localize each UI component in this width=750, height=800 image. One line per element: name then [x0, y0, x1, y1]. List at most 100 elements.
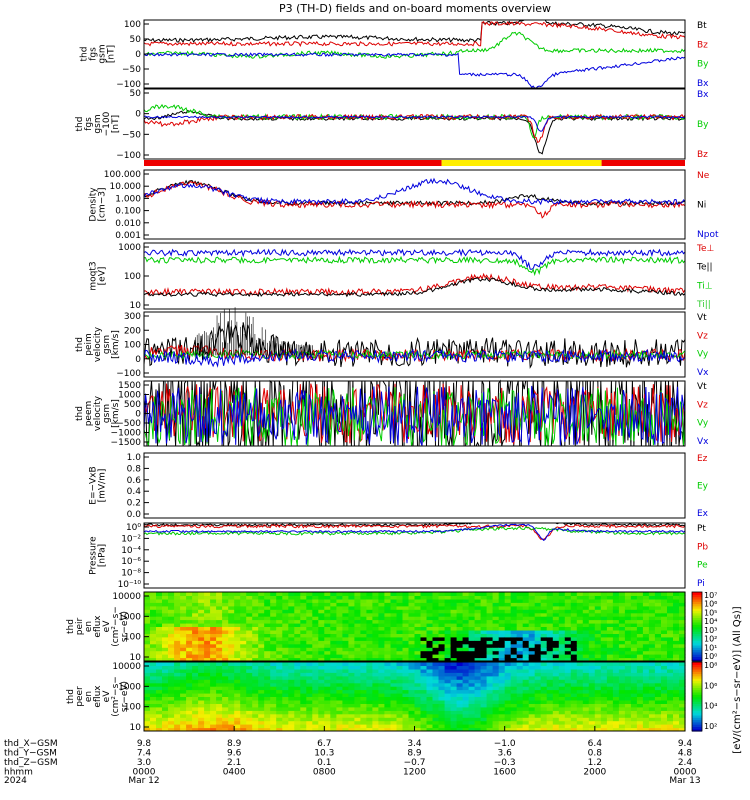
- heatmap-cell: [396, 636, 404, 641]
- heatmap-cell: [498, 626, 506, 631]
- heatmap-cell: [444, 633, 452, 638]
- heatmap-cell: [492, 703, 500, 708]
- heatmap-cell: [516, 592, 524, 596]
- heatmap-cell: [330, 668, 337, 673]
- heatmap-cell: [144, 662, 151, 666]
- legend-entry-bt: Bt: [697, 21, 707, 31]
- heatmap-cell: [679, 612, 686, 617]
- heatmap-cell: [420, 612, 428, 617]
- heatmap-cell: [366, 619, 373, 624]
- heatmap-cell: [510, 717, 518, 722]
- heatmap-cell: [162, 682, 169, 687]
- heatmap-cell: [630, 633, 638, 638]
- heatmap-cell: [444, 592, 452, 596]
- heatmap-cell: [216, 657, 223, 662]
- heatmap-cell: [312, 595, 319, 600]
- heatmap-cell: [288, 720, 295, 725]
- heatmap-cell: [366, 665, 373, 670]
- heatmap-cell: [679, 672, 686, 677]
- heatmap-cell: [576, 665, 584, 670]
- heatmap-cell: [150, 626, 157, 631]
- heatmap-cell: [546, 682, 554, 687]
- heatmap-cell: [636, 643, 644, 648]
- heatmap-cell: [402, 630, 410, 634]
- heatmap-cell: [270, 696, 277, 701]
- heatmap-cell: [462, 595, 470, 600]
- heatmap-cell: [240, 703, 247, 708]
- heatmap-cell: [342, 665, 349, 670]
- heatmap-cell: [468, 682, 476, 687]
- heatmap-cell: [258, 650, 265, 655]
- heatmap-cell: [186, 623, 193, 627]
- heatmap-cell: [594, 647, 602, 652]
- heatmap-cell: [540, 700, 548, 704]
- heatmap-cell: [564, 612, 572, 617]
- heatmap-cell: [144, 693, 151, 697]
- heatmap-cell: [408, 696, 416, 701]
- heatmap-cell: [516, 609, 524, 614]
- heatmap-cell: [456, 675, 464, 680]
- heatmap-cell: [468, 605, 476, 610]
- heatmap-cell: [486, 710, 494, 715]
- heatmap-cell: [480, 672, 488, 677]
- heatmap-cell: [630, 612, 638, 617]
- heatmap-cell: [384, 657, 391, 662]
- heatmap-cell: [180, 643, 187, 648]
- heatmap-cell: [306, 727, 313, 732]
- heatmap-cell: [648, 623, 656, 627]
- heatmap-cell: [174, 609, 181, 614]
- heatmap-cell: [480, 689, 488, 694]
- heatmap-cell: [318, 595, 325, 600]
- heatmap-cell: [673, 623, 680, 627]
- heatmap-cell: [234, 595, 241, 600]
- heatmap-cell: [673, 636, 680, 641]
- heatmap-cell: [384, 727, 391, 732]
- heatmap-cell: [456, 650, 464, 655]
- heatmap-cell: [282, 626, 289, 631]
- heatmap-cell: [156, 668, 163, 673]
- heatmap-cell: [522, 630, 530, 634]
- heatmap-cell: [667, 619, 674, 624]
- heatmap-cell: [324, 609, 331, 614]
- heatmap-cell: [480, 654, 488, 659]
- y-tick-label: 10⁻²: [121, 534, 141, 544]
- y-axis-label: −100: [102, 111, 112, 136]
- heatmap-cell: [330, 693, 337, 697]
- heatmap-cell: [648, 693, 656, 697]
- heatmap-cell: [300, 626, 307, 631]
- heatmap-cell: [600, 717, 608, 722]
- heatmap-cell: [300, 686, 307, 691]
- heatmap-cell: [144, 650, 151, 655]
- heatmap-cell: [528, 647, 536, 652]
- heatmap-cell: [462, 710, 470, 715]
- heatmap-cell: [144, 689, 151, 694]
- heatmap-cell: [667, 682, 674, 687]
- heatmap-cell: [582, 700, 590, 704]
- heatmap-cell: [402, 668, 410, 673]
- heatmap-cell: [661, 668, 668, 673]
- heatmap-cell: [444, 605, 452, 610]
- heatmap-cell: [180, 657, 187, 662]
- heatmap-cell: [198, 662, 205, 666]
- heatmap-cell: [630, 598, 638, 603]
- heatmap-cell: [204, 609, 211, 614]
- heatmap-cell: [474, 647, 482, 652]
- heatmap-cell: [378, 630, 385, 634]
- heatmap-cell: [474, 654, 482, 659]
- heatmap-cell: [600, 727, 608, 732]
- heatmap-cell: [360, 693, 367, 697]
- heatmap-cell: [258, 619, 265, 624]
- data-series: [143, 180, 686, 219]
- heatmap-cell: [300, 703, 307, 708]
- heatmap-cell: [192, 612, 199, 617]
- heatmap-cell: [558, 626, 566, 631]
- heatmap-cell: [594, 619, 602, 624]
- y-tick-label: 1000: [118, 391, 141, 401]
- heatmap-cell: [390, 720, 398, 725]
- heatmap-cell: [282, 672, 289, 677]
- heatmap-cell: [360, 623, 367, 627]
- heatmap-cell: [210, 612, 217, 617]
- heatmap-cell: [456, 703, 464, 708]
- heatmap-cell: [354, 679, 361, 684]
